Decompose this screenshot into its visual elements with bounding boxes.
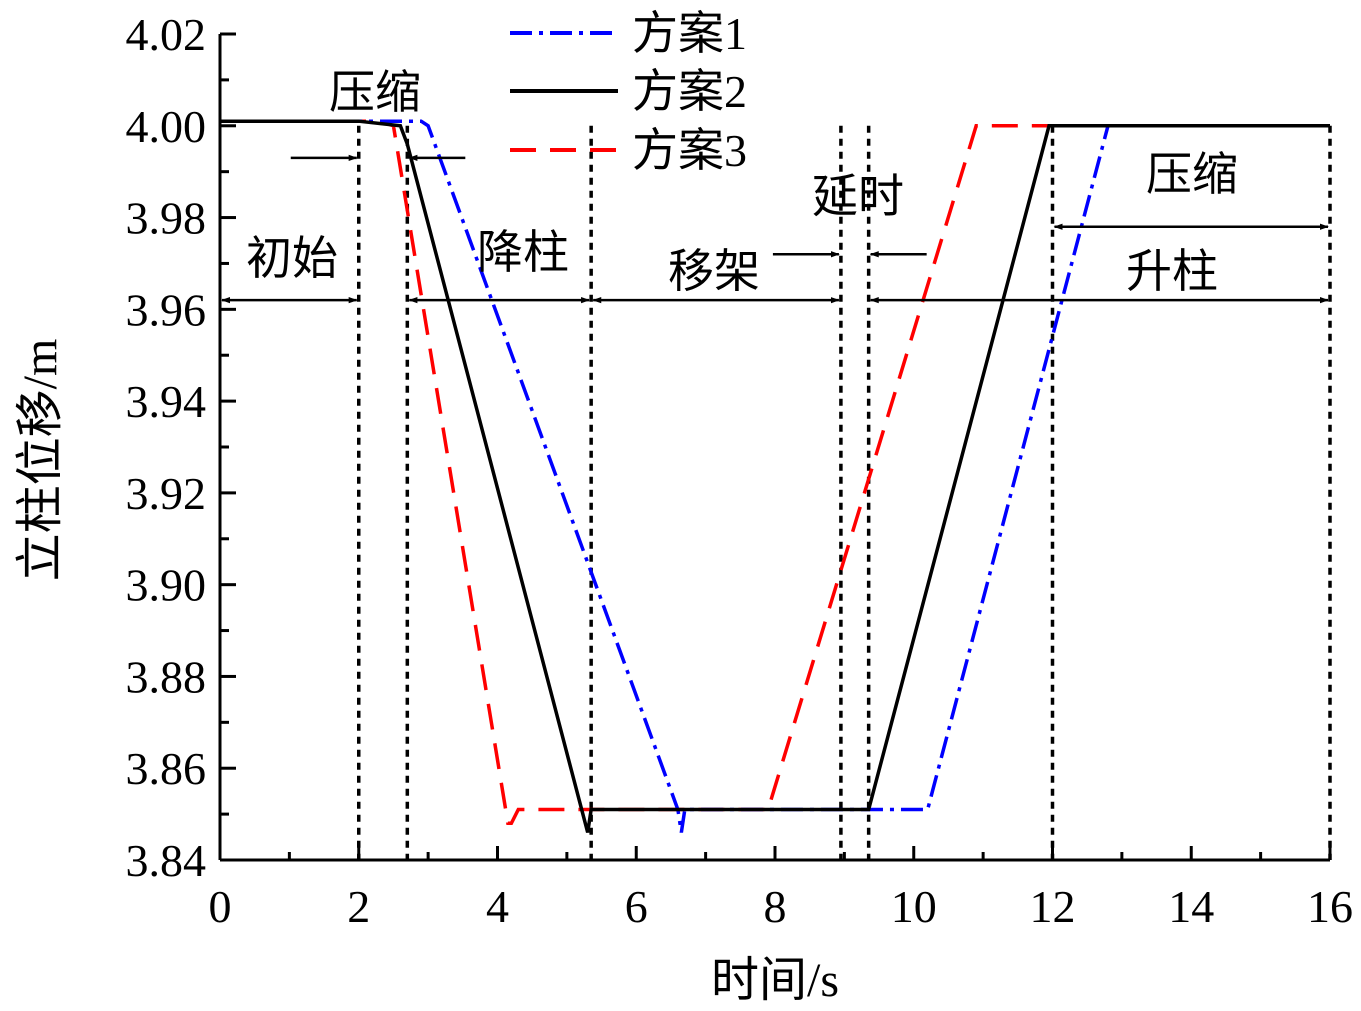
x-tick-label: 10 [891,881,937,932]
x-tick-label: 2 [347,881,370,932]
phase-label: 初始 [246,233,338,284]
legend-label-1: 方案1 [632,8,747,59]
y-tick-label: 4.00 [126,101,207,152]
phase-lines [357,125,1332,860]
y-tick-label: 3.88 [126,651,207,702]
legend: 方案1 方案2 方案3 [510,8,747,176]
phase-label: 压缩 [1146,149,1238,200]
phase-label: 降柱 [477,227,569,278]
x-tick-label: 8 [764,881,787,932]
y-axis-title: 立柱位移/m [14,339,67,582]
y-tick-label: 3.84 [126,835,207,886]
y-tick-label: 3.94 [126,376,207,427]
y-tick-label: 3.98 [126,193,207,244]
x-tick-label: 16 [1307,881,1353,932]
y-tick-label: 3.90 [126,560,207,611]
x-tick-label: 12 [1030,881,1076,932]
phase-label: 移架 [668,246,760,297]
series-lines [220,119,1330,833]
x-tick-label: 4 [486,881,509,932]
x-tick-label: 0 [209,881,232,932]
y-tick-label: 3.86 [126,743,207,794]
legend-label-2: 方案2 [632,66,747,117]
series-line-1 [220,119,1330,833]
phase-label: 延时 [812,171,904,222]
phase-label: 升柱 [1126,246,1218,297]
x-tick-label: 6 [625,881,648,932]
phase-label: 压缩 [329,67,421,118]
axes: 0 2 4 6 8 10 12 14 16 3.84 3.86 3.88 3.90 3.92 3.94 3.9… [126,9,1354,932]
x-axis-title: 时间/s [711,954,839,1007]
y-tick-label: 3.92 [126,468,207,519]
y-tick-label: 3.96 [126,284,207,335]
legend-label-3: 方案3 [632,125,747,176]
series-line-2 [220,119,1330,833]
y-tick-label: 4.02 [126,9,207,60]
x-tick-label: 14 [1168,881,1214,932]
